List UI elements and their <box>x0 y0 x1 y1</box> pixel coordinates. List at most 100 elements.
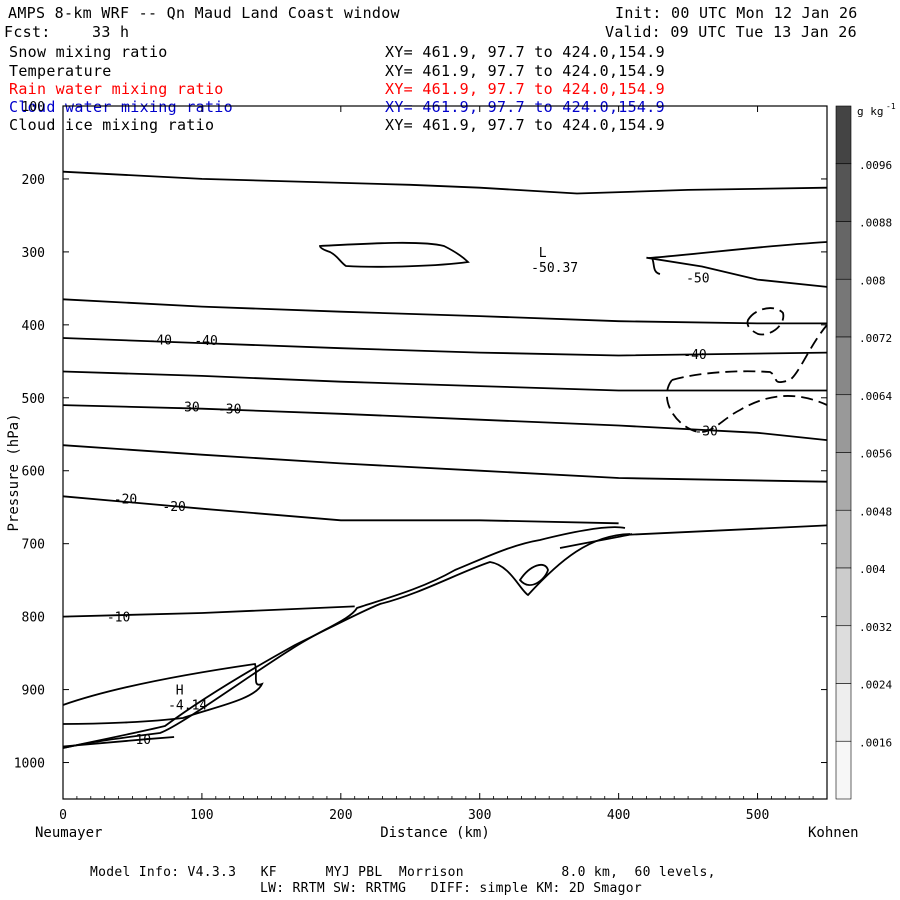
y-tick-label: 600 <box>22 465 45 480</box>
contour-label: -30 <box>176 401 199 416</box>
colorbar-swatch <box>835 567 852 627</box>
fcst-value: 33 h <box>92 23 130 41</box>
low-value: -50.37 <box>531 261 578 276</box>
colorbar-tick-label: .0064 <box>859 390 892 403</box>
temperature-contour <box>62 298 827 325</box>
colorbar-swatch <box>835 683 852 742</box>
field-xy-cloud-ice: XY= 461.9, 97.7 to 424.0,154.9 <box>385 116 665 134</box>
colorbar-tick-label: .0056 <box>859 448 892 461</box>
temperature-contour <box>62 404 828 441</box>
low-symbol: L <box>539 246 547 261</box>
field-xy-snow: XY= 461.9, 97.7 to 424.0,154.9 <box>385 43 665 61</box>
contour-label: -50 <box>686 271 709 286</box>
cloud-ice-dashed-contour <box>671 324 828 384</box>
y-tick-label: 1000 <box>14 757 45 772</box>
colorbar-tick-label: .004 <box>859 563 886 576</box>
colorbar-tick-label: .0096 <box>859 159 892 172</box>
colorbar-swatch <box>835 452 852 511</box>
x-tick-label: 100 <box>190 808 213 823</box>
closed-contour-small <box>518 563 549 586</box>
contour-label: -30 <box>218 403 241 418</box>
x-tick-label: 200 <box>329 808 352 823</box>
temperature-contour <box>62 370 827 392</box>
colorbar-tick-label: .0032 <box>859 621 892 634</box>
field-name-snow: Snow mixing ratio <box>9 43 168 61</box>
high-symbol: H <box>176 684 184 699</box>
colorbar-swatch <box>835 105 852 165</box>
colorbar-swatch <box>835 336 852 396</box>
y-tick-label: 800 <box>22 611 45 626</box>
field-xy-cloud-water: XY= 461.9, 97.7 to 424.0,154.9 <box>385 98 665 116</box>
high-closed-contour <box>62 662 264 725</box>
x-tick-label: 400 <box>607 808 630 823</box>
chart-title: AMPS 8-km WRF -- Qn Maud Land Coast wind… <box>8 4 400 22</box>
field-name-rain: Rain water mixing ratio <box>9 80 224 98</box>
temperature-contour <box>62 736 175 748</box>
x-tick-label: 500 <box>746 808 769 823</box>
terrain-contour-a <box>62 526 626 749</box>
y-tick-label: 500 <box>22 392 45 407</box>
colorbar-swatch <box>835 221 852 280</box>
y-tick-label: 400 <box>22 319 45 334</box>
contour-label: -40 <box>148 333 171 348</box>
colorbar-tick-label: .0072 <box>859 332 892 345</box>
x-left-endpoint: Neumayer <box>35 825 102 841</box>
colorbar-tick-label: .0016 <box>859 736 892 749</box>
contour-label: -10 <box>128 733 151 748</box>
colorbar-swatch <box>835 509 852 569</box>
x-axis-label: Distance (km) <box>380 825 490 841</box>
high-value: -4.14 <box>168 699 207 714</box>
contour-edge-east <box>651 257 661 275</box>
colorbar-swatch <box>835 394 852 453</box>
terrain-contour-b <box>62 533 631 749</box>
colorbar-tick-label: .008 <box>859 274 886 287</box>
colorbar-unit: g kg <box>857 105 884 118</box>
contour-label: -40 <box>194 334 217 349</box>
colorbar-swatch <box>835 163 852 222</box>
colorbar-unit-exponent: -1 <box>886 102 896 111</box>
contour-junction <box>559 533 633 549</box>
model-info-line1: Model Info: V4.3.3 KF MYJ PBL Morrison 8… <box>90 865 716 880</box>
field-xy-temperature: XY= 461.9, 97.7 to 424.0,154.9 <box>385 62 665 80</box>
y-axis-label: Pressure (hPa) <box>6 413 22 531</box>
valid-time: Valid: 09 UTC Tue 13 Jan 26 <box>605 23 857 41</box>
temperature-contour <box>646 256 828 288</box>
low-closed-contour <box>319 241 470 268</box>
temperature-contour <box>62 170 828 195</box>
temperature-contour <box>62 605 355 618</box>
temperature-contour <box>62 495 619 525</box>
cloud-ice-dashed-contour <box>746 307 785 336</box>
x-tick-label: 300 <box>468 808 491 823</box>
colorbar-tick-label: .0048 <box>859 505 892 518</box>
colorbar-swatch <box>835 740 852 800</box>
contour-label: -20 <box>162 500 185 515</box>
cloud-ice-dashed-contour <box>666 379 828 433</box>
contour-label: -10 <box>107 611 130 626</box>
x-right-endpoint: Kohnen <box>808 825 859 841</box>
model-info-line2: LW: RRTM SW: RRTMG DIFF: simple KM: 2D S… <box>260 881 642 896</box>
colorbar-tick-label: .0088 <box>859 217 892 230</box>
y-tick-label: 900 <box>22 684 45 699</box>
field-name-temperature: Temperature <box>9 62 112 80</box>
y-tick-label: 200 <box>22 173 45 188</box>
colorbar-swatch <box>835 278 852 338</box>
field-name-cloud-water: Cloud water mixing ratio <box>9 98 233 116</box>
contour-label: -20 <box>114 492 137 507</box>
y-tick-label: 100 <box>22 100 45 115</box>
init-time: Init: 00 UTC Mon 12 Jan 26 <box>615 4 858 22</box>
y-tick-label: 300 <box>22 246 45 261</box>
contour-label: -30 <box>694 425 717 440</box>
temperature-contour <box>625 524 828 536</box>
temperature-contour <box>62 444 828 483</box>
contour-label: -40 <box>683 348 706 363</box>
colorbar-tick-label: .0024 <box>859 679 892 692</box>
upper-contour-east <box>648 241 828 259</box>
x-tick-label: 0 <box>59 808 67 823</box>
y-tick-label: 700 <box>22 538 45 553</box>
temperature-contour <box>62 337 828 357</box>
fcst-label: Fcst: <box>4 23 51 41</box>
field-name-cloud-ice: Cloud ice mixing ratio <box>9 116 215 134</box>
field-xy-rain: XY= 461.9, 97.7 to 424.0,154.9 <box>385 80 665 98</box>
colorbar-swatch <box>835 625 852 684</box>
